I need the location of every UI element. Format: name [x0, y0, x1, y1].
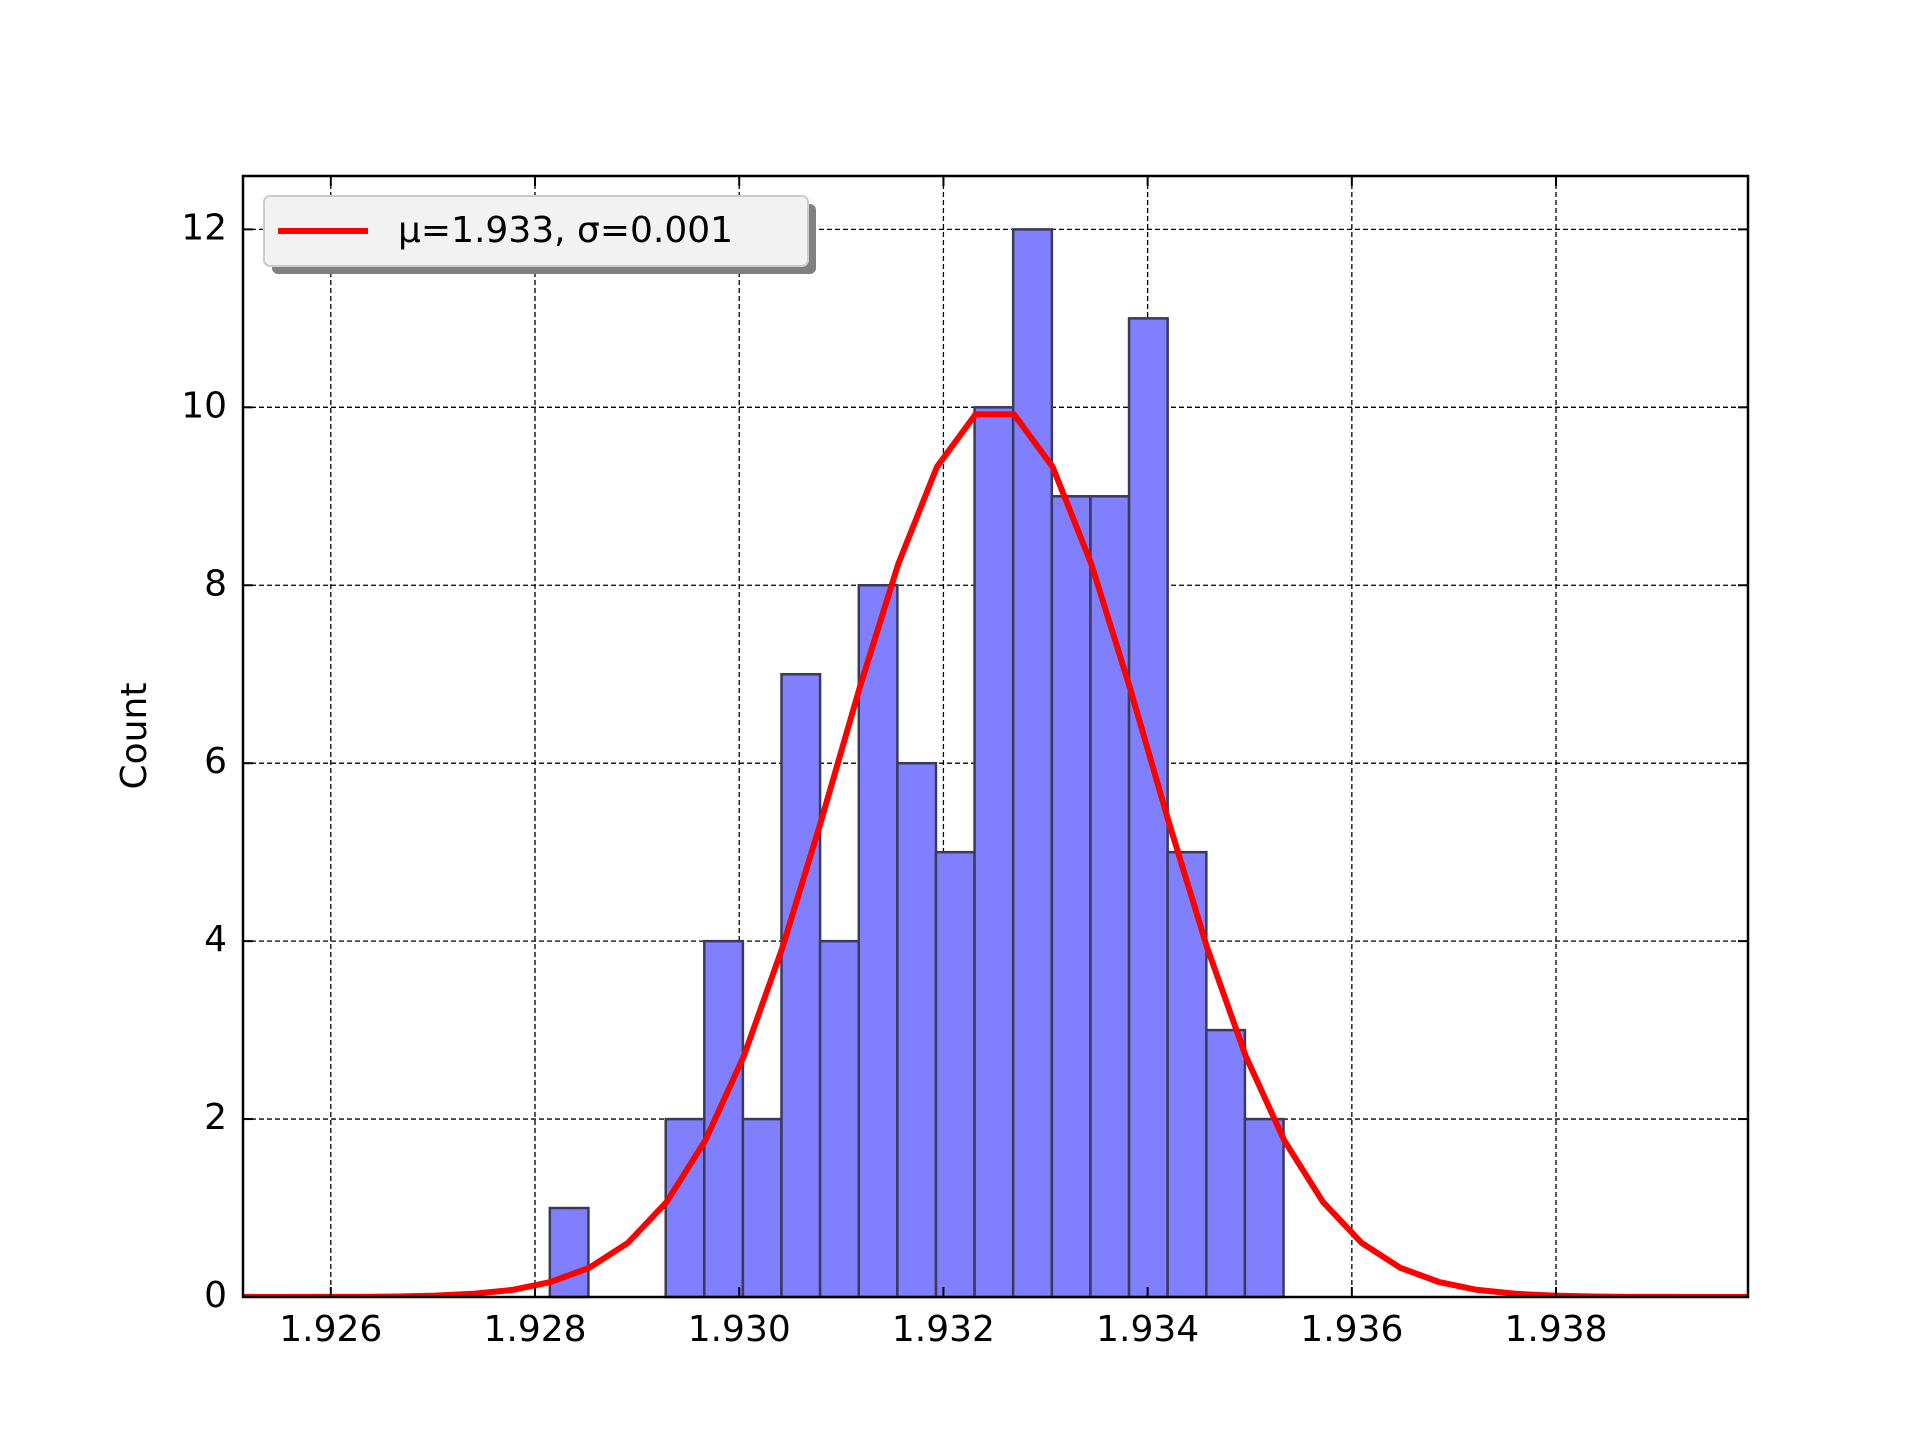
histogram-bar	[1205, 1028, 1247, 1299]
x-tick-label: 1.936	[1300, 1309, 1403, 1350]
y-axis-label: Count	[114, 683, 155, 790]
fit-line	[243, 411, 1748, 1297]
x-tick-label: 1.934	[1096, 1309, 1199, 1350]
histogram-bar	[973, 406, 1015, 1299]
y-tick-label: 4	[204, 919, 227, 960]
histogram-bar	[703, 939, 745, 1299]
x-tick-label: 1.932	[892, 1309, 995, 1350]
x-tick-label: 1.938	[1505, 1309, 1608, 1350]
x-tick-label: 1.926	[279, 1309, 382, 1350]
histogram-bar	[857, 584, 899, 1299]
legend-box	[263, 195, 809, 267]
histogram-bar	[1243, 1117, 1285, 1299]
legend-label: μ=1.933, σ=0.001	[398, 210, 733, 251]
histogram-bar	[896, 761, 938, 1299]
y-tick-label: 10	[181, 385, 227, 426]
y-tick-label: 6	[204, 741, 227, 782]
histogram-bar	[934, 850, 976, 1299]
y-tick-label: 12	[181, 207, 227, 248]
y-tick-label: 2	[204, 1097, 227, 1138]
x-tick-label: 1.928	[483, 1309, 586, 1350]
plot-frame	[241, 174, 1750, 1299]
x-tick-label: 1.930	[688, 1309, 791, 1350]
histogram-bar	[548, 1206, 590, 1299]
y-tick-label: 8	[204, 563, 227, 604]
histogram-bar	[1050, 495, 1092, 1299]
y-tick-label: 0	[204, 1275, 227, 1316]
histogram-bar	[818, 939, 861, 1299]
histogram-bar	[780, 672, 822, 1299]
histogram-bar	[741, 1117, 783, 1299]
histogram-bar	[1011, 228, 1054, 1299]
